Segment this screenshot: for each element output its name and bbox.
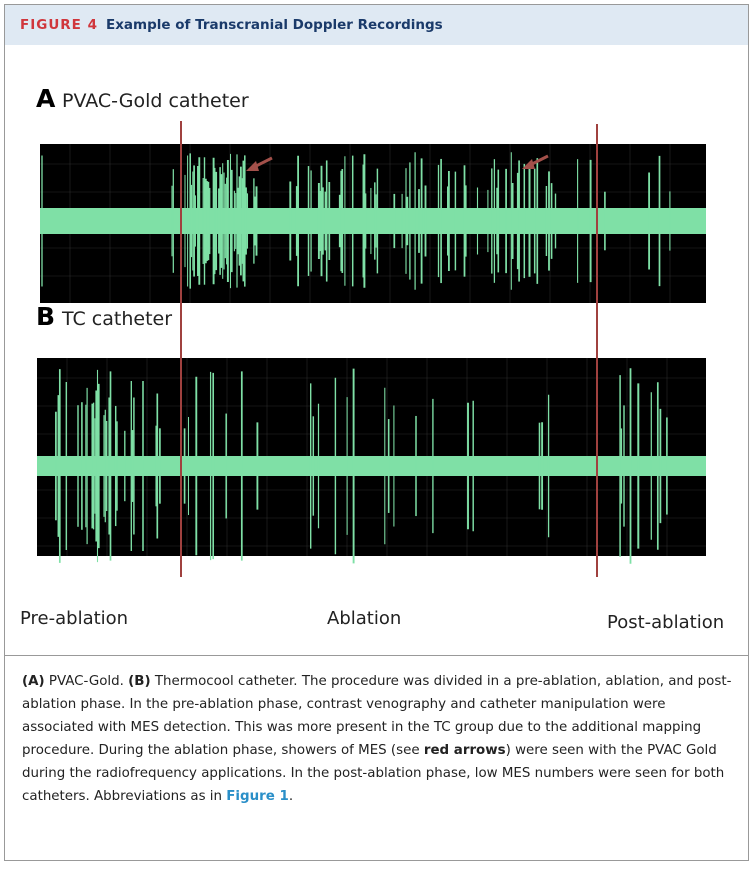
figure-header: FIGURE 4 Example of Transcranial Doppler … [5,5,748,45]
caption-segment: . [289,789,293,804]
figure-title: Example of Transcranial Doppler Recordin… [106,17,443,33]
panel-letter: B [36,302,55,331]
page: FIGURE 4 Example of Transcranial Doppler … [0,0,755,878]
panel-label: PVAC-Gold catheter [62,90,249,112]
figure-frame: FIGURE 4 Example of Transcranial Doppler … [4,4,749,861]
caption: (A) PVAC-Gold. (B) Thermocool catheter. … [5,655,748,808]
caption-segment: red arrows [424,743,506,758]
phase-label: Post-ablation [607,612,724,633]
panel-letter: A [36,84,56,113]
phase-label: Ablation [327,608,401,629]
figure-label: FIGURE 4 [20,17,98,33]
figure-graphic: A PVAC-Gold catheter B TC catheter Pre-a… [5,45,748,653]
caption-segment: PVAC-Gold. [45,674,129,689]
caption-segment[interactable]: Figure 1 [226,789,289,804]
baseline-signal [37,456,706,476]
caption-segment: (A) [22,674,45,689]
figure-content: A PVAC-Gold catheter B TC catheter Pre-a… [20,84,724,633]
baseline-signal [40,208,706,234]
panel-label: TC catheter [61,308,172,330]
caption-segment: (B) [128,674,150,689]
phase-label: Pre-ablation [20,608,128,629]
